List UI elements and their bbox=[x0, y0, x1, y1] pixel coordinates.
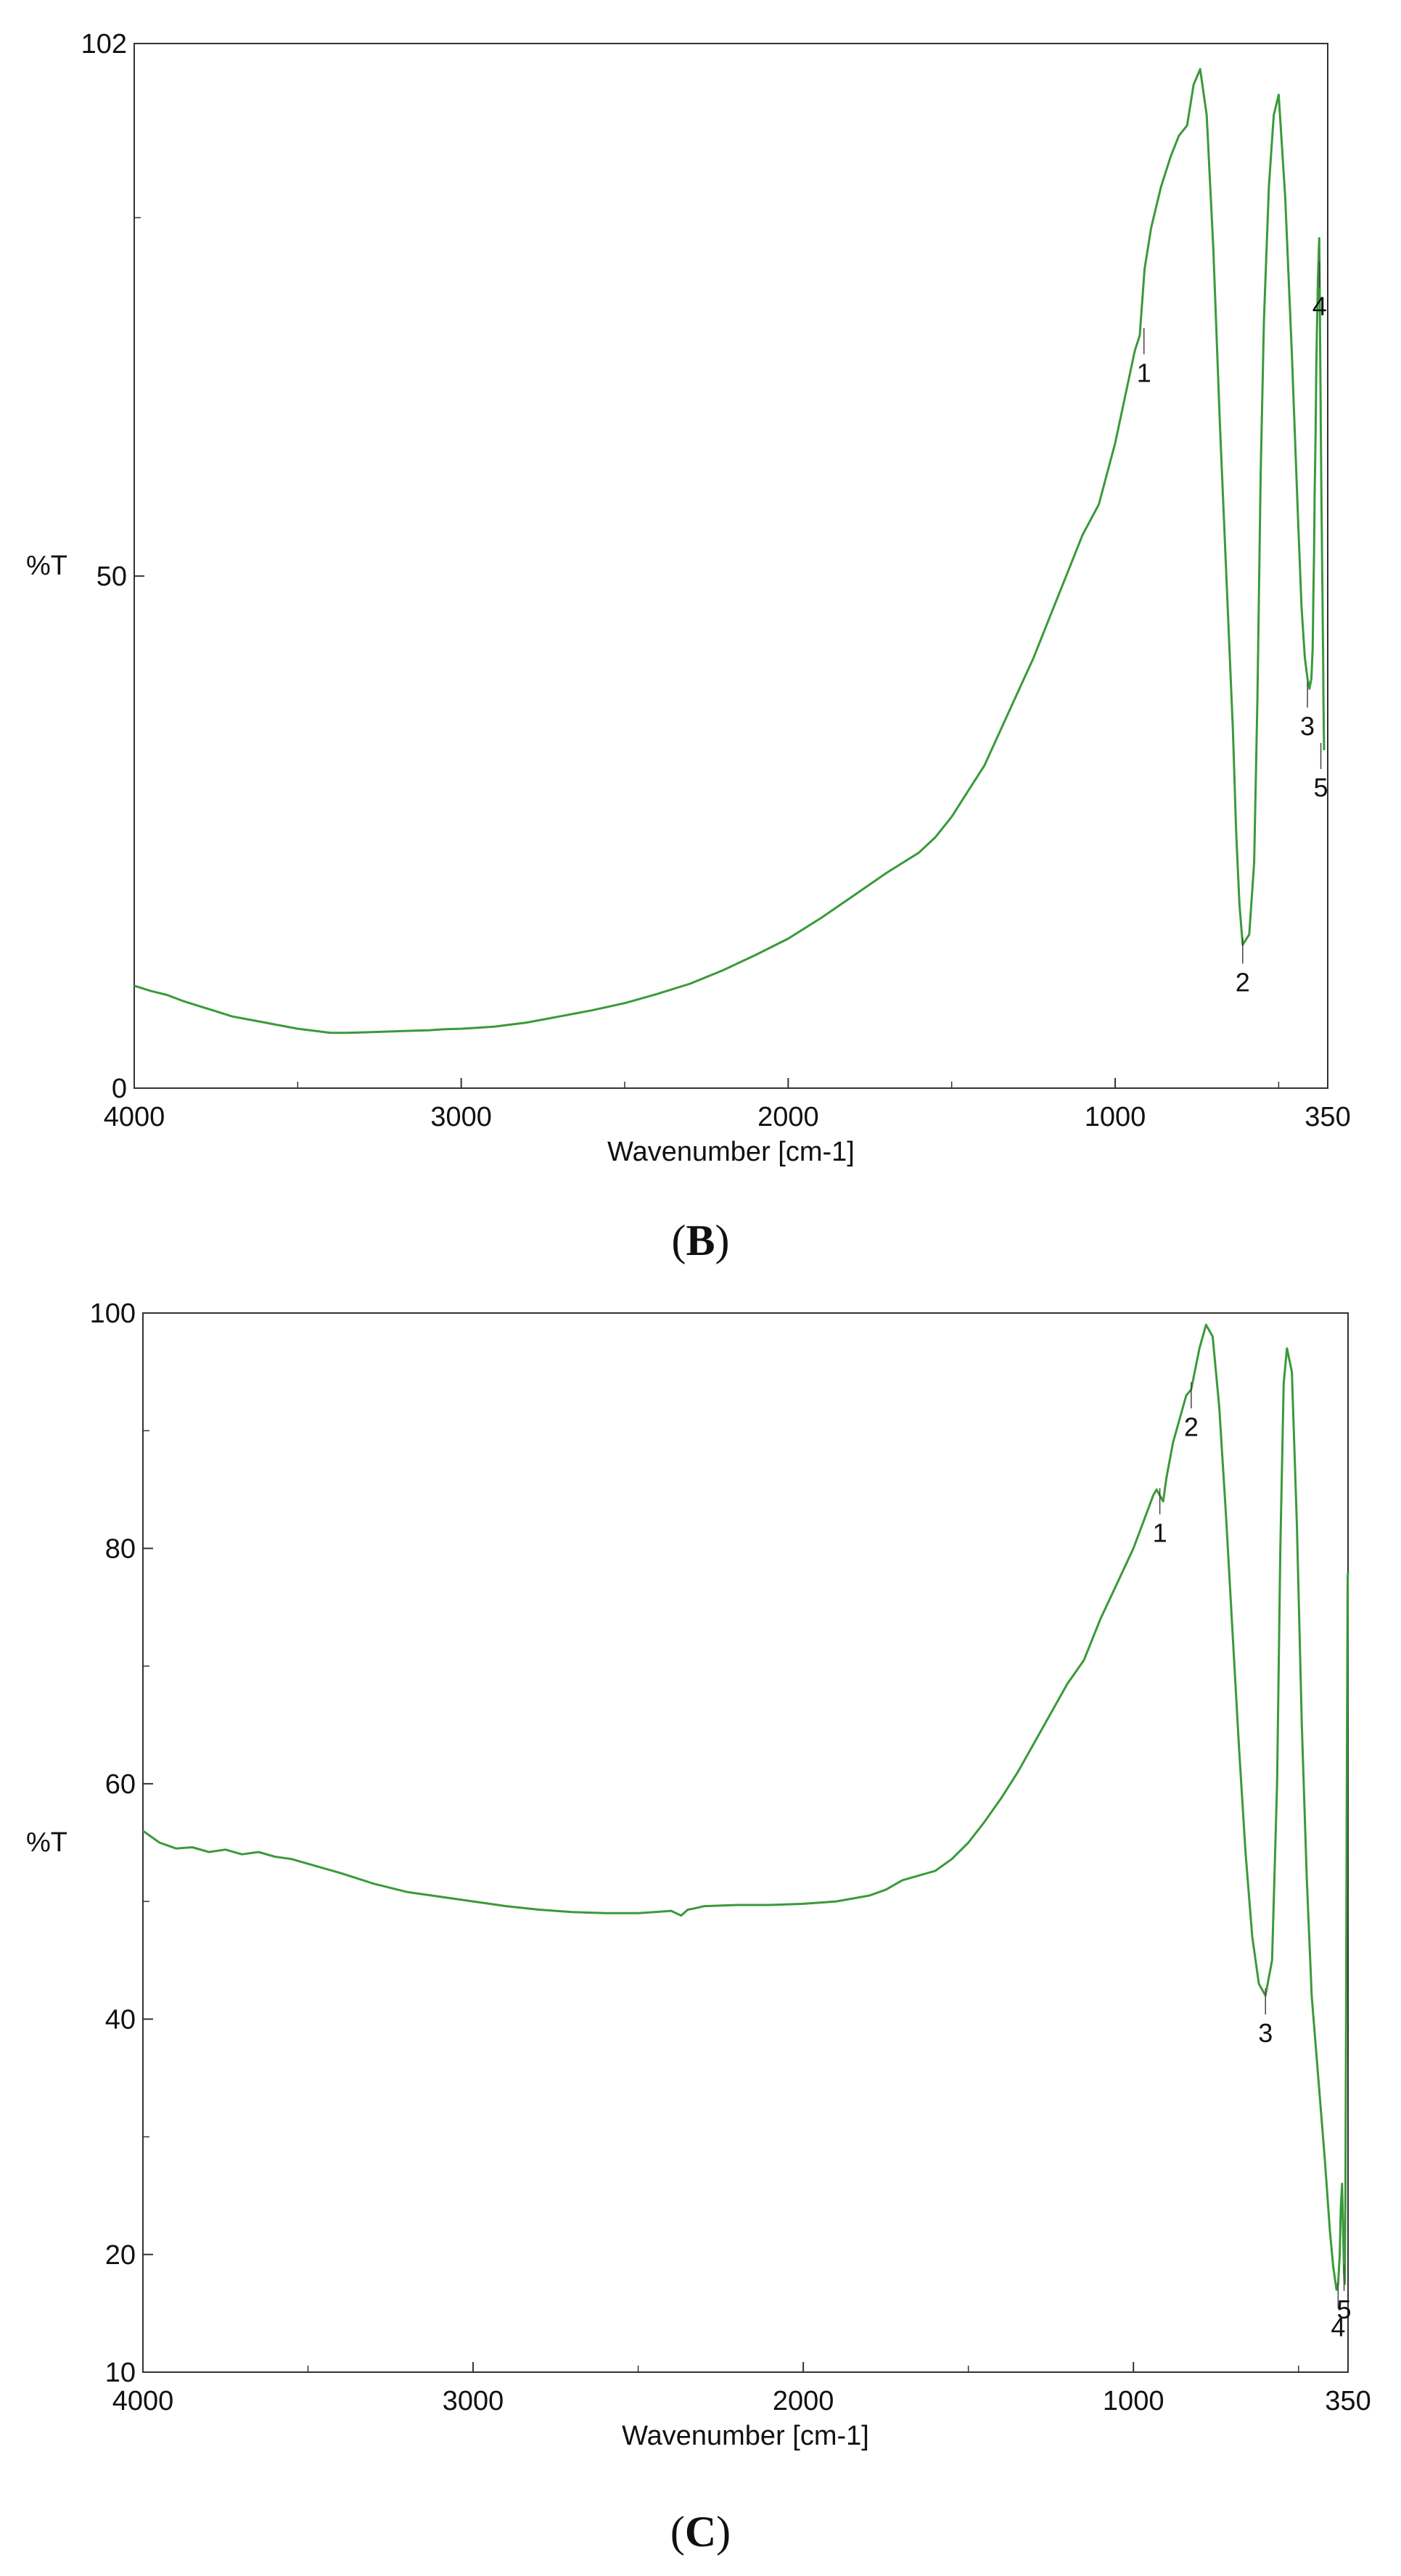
y-tick-label-c-1: 20 bbox=[105, 2240, 136, 2271]
peak-label-c-5: 5 bbox=[1337, 2295, 1352, 2324]
y-tick-label-b-1: 50 bbox=[96, 561, 127, 592]
peak-label-b-5: 5 bbox=[1314, 773, 1328, 802]
peak-label-c-2: 2 bbox=[1184, 1412, 1199, 1441]
y-tick-label-b-2: 102 bbox=[81, 29, 127, 59]
y-axis-title-b: %T bbox=[26, 551, 67, 581]
y-tick-label-b-0: 0 bbox=[112, 1074, 127, 1104]
spectrum-panel-c: 4000 3000 2000 1000 350 10 20 40 60 80 100 Wavenumb… bbox=[0, 1291, 1401, 2576]
plot-frame-b bbox=[133, 43, 1328, 1089]
peak-label-b-1: 1 bbox=[1137, 358, 1151, 387]
peak-label-c-1: 1 bbox=[1153, 1518, 1167, 1547]
caption-c-letter: C bbox=[684, 2508, 717, 2556]
spectrum-line-c-0 bbox=[142, 1323, 1349, 2291]
peak-label-b-3: 3 bbox=[1300, 711, 1315, 741]
chart-c-svg: 4000 3000 2000 1000 350 10 20 40 60 80 100 Wavenumb… bbox=[26, 1299, 1371, 2451]
x-tick-label-b-3: 1000 bbox=[1085, 1102, 1146, 1132]
y-tick-label-c-0: 10 bbox=[105, 2358, 136, 2388]
x-tick-label-c-4: 350 bbox=[1325, 2386, 1371, 2416]
y-tick-label-c-4: 80 bbox=[105, 1534, 136, 1564]
x-axis-title-c: Wavenumber [cm-1] bbox=[622, 2421, 869, 2451]
caption-b: (B) bbox=[671, 1217, 730, 1264]
x-tick-label-c-2: 2000 bbox=[773, 2386, 834, 2416]
x-tick-label-b-2: 2000 bbox=[757, 1102, 819, 1132]
peak-label-b-2: 2 bbox=[1236, 967, 1250, 997]
x-tick-label-c-3: 1000 bbox=[1103, 2386, 1164, 2416]
y-tick-label-c-5: 100 bbox=[90, 1299, 136, 1329]
x-tick-label-b-4: 350 bbox=[1305, 1102, 1350, 1132]
caption-c: (C) bbox=[670, 2508, 731, 2556]
y-tick-label-c-3: 60 bbox=[105, 1769, 136, 1800]
x-tick-label-c-0: 4000 bbox=[112, 2386, 174, 2416]
x-tick-label-b-0: 4000 bbox=[104, 1102, 165, 1132]
plot-frame-c bbox=[142, 1312, 1349, 2373]
x-axis-title-b: Wavenumber [cm-1] bbox=[607, 1137, 855, 1167]
y-tick-label-c-2: 40 bbox=[105, 2004, 136, 2035]
spectrum-panel-b: 4000 3000 2000 1000 350 0 50 102 Wavenumber [cm-… bbox=[26, 29, 1351, 1264]
y-axis-title-c: %T bbox=[26, 1827, 67, 1858]
peak-label-c-3: 3 bbox=[1258, 2018, 1273, 2048]
spectrum-line-b-0 bbox=[133, 67, 1326, 1034]
caption-b-letter: B bbox=[686, 1217, 715, 1264]
peak-label-c-4: 4 bbox=[1331, 2312, 1345, 2342]
peak-label-b-4: 4 bbox=[1312, 292, 1327, 321]
x-tick-label-c-1: 3000 bbox=[443, 2386, 504, 2416]
chart-b-svg: 4000 3000 2000 1000 350 0 50 102 Wavenumber [cm-… bbox=[26, 29, 1351, 1167]
x-tick-label-b-1: 3000 bbox=[430, 1102, 492, 1132]
